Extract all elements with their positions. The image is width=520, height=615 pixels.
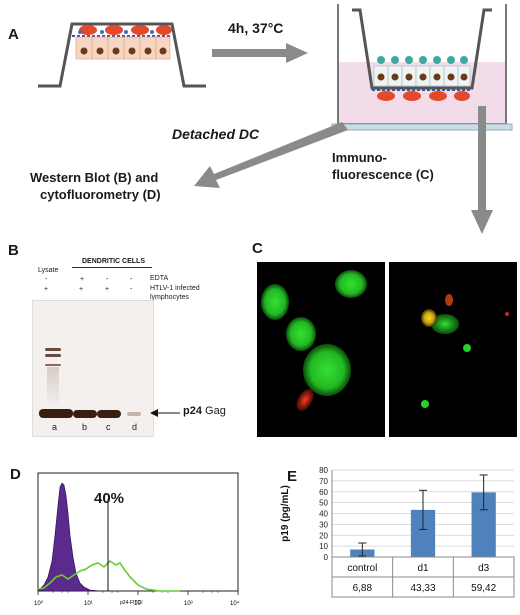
htlv-label-1: HTLV-1 infected [150,285,200,292]
panel-c-label: C [252,240,263,257]
lane-label-d: d [132,422,138,432]
immunofluorescence-image-right [389,262,517,437]
dendritic-cells-header: DENDRITIC CELLS [82,258,145,265]
p24-band-lane-c [97,410,121,418]
incubation-arrow [212,43,308,63]
category-label-d1: d1 [417,563,429,574]
p24-pointer-arrow [150,409,180,417]
p24-band-lane-d [127,412,141,416]
x-tick-0: 10⁰ [34,600,44,607]
percent-positive-label: 40% [94,490,125,507]
htlv-sign-b: + [79,286,84,293]
high-mw-band-2 [45,354,61,357]
y-tick-label: 30 [319,520,328,529]
panel-a-label: A [8,26,19,43]
lane-a-smear [47,367,59,407]
detached-dc-label: Detached DC [172,126,260,142]
p24-band-lane-b [73,410,97,418]
edta-label: EDTA [150,275,169,282]
value-label-d3: 59,42 [471,583,496,594]
y-axis-label: p19 (pg/mL) [280,485,291,542]
western-blot-caption-1: Western Blot (B) and [30,170,159,185]
lane-label-c: c [106,422,111,432]
incubation-label: 4h, 37°C [228,20,284,36]
htlv-sign-d: - [130,286,133,293]
edta-sign-a: - [45,276,48,283]
high-mw-band-1 [45,348,61,351]
y-tick-label: 60 [319,488,328,497]
y-tick-label: 20 [319,531,328,540]
y-tick-label: 80 [319,466,328,475]
category-label-d3: d3 [478,563,490,574]
edta-sign-d: - [130,276,133,283]
panel-d-label: D [10,466,21,483]
detached-dc-arrow [194,122,348,188]
y-tick-label: 50 [319,499,328,508]
htlv-sign-a: + [44,286,49,293]
y-tick-label: 10 [319,542,328,551]
x-tick-4: 10⁴ [230,600,240,607]
category-label-control: control [347,563,377,574]
gag-label: Gag [201,405,226,417]
flow-cytometry-histogram: 10⁰ 10¹ 10² 10³ 10⁴ p24-FITC [34,472,240,607]
x-tick-3: 10³ [184,601,193,607]
x-tick-2: 10² [134,601,143,607]
y-tick-label: 40 [319,510,328,519]
edta-sign-b: + [80,276,85,283]
htlv-sign-c: + [105,286,110,293]
immunofluorescence-image-left [257,262,385,437]
western-blot-membrane [32,300,154,437]
panel-b-label: B [8,242,19,259]
dendritic-cells-bracket [72,267,152,268]
transwell-insert-diagram [38,22,206,88]
lane-label-a: a [52,422,58,432]
y-tick-label: 70 [319,477,328,486]
lane-label-b: b [82,422,88,432]
immunofluorescence-arrow [471,106,493,234]
p24-band-lane-a [39,409,73,418]
immunofluorescence-caption-2: fluorescence (C) [332,167,434,182]
htlv-label-2: lymphocytes [150,294,189,301]
p24-label: p24 [183,405,202,417]
western-blot-caption-2: cytofluorometry (D) [40,187,161,202]
edta-sign-c: - [106,276,109,283]
panel-e-label: E [287,468,298,485]
p24-gag-label: p24 Gag [183,405,226,417]
lysate-label: Lysate [38,267,59,274]
y-tick-label: 0 [324,553,329,562]
high-mw-band-3 [45,364,61,366]
value-label-d1: 43,33 [410,583,435,594]
value-label-control: 6,88 [353,583,373,594]
immunofluorescence-caption-1: Immuno- [332,150,387,165]
x-tick-1: 10¹ [84,601,93,607]
x-axis-label: p24-FITC [120,600,142,606]
